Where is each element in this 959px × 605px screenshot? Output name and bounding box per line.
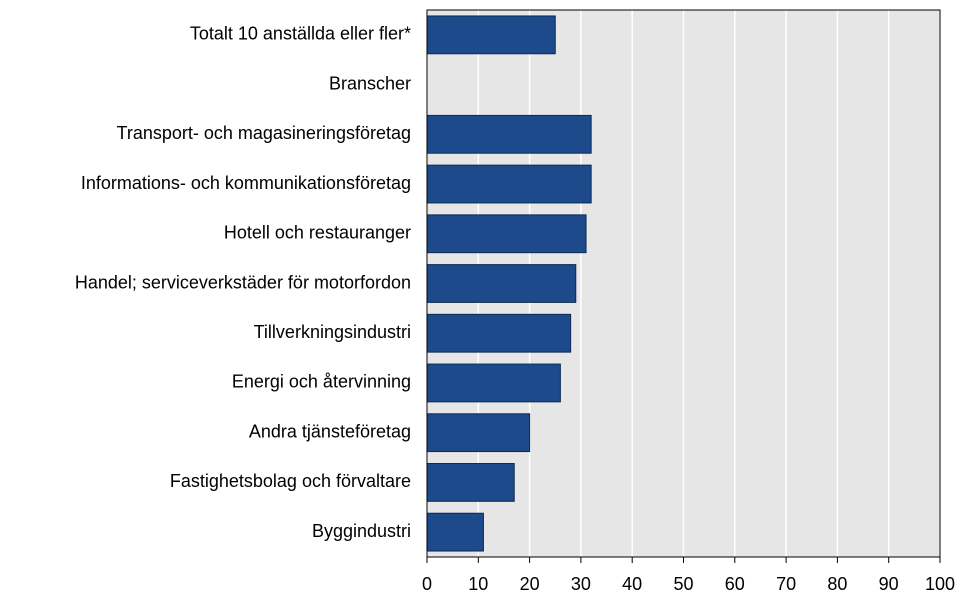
- bar: [426, 313, 572, 353]
- x-tick-label: 50: [673, 574, 693, 594]
- bar: [426, 413, 531, 453]
- x-tick-label: 70: [776, 574, 796, 594]
- bar: [426, 463, 515, 502]
- y-tick-label: Branscher: [329, 73, 411, 93]
- bar: [426, 512, 484, 552]
- y-tick-label: Energi och återvinning: [232, 372, 411, 392]
- y-tick-label: Tillverkningsindustri: [254, 322, 411, 342]
- y-tick-label: Transport- och magasineringsföretag: [117, 123, 411, 143]
- bar: [426, 214, 587, 254]
- y-tick-label: Andra tjänsteföretag: [249, 421, 411, 441]
- y-tick-label: Totalt 10 anställda eller fler*: [190, 24, 411, 44]
- x-tick-label: 40: [622, 574, 642, 594]
- y-tick-label: Hotell och restauranger: [224, 223, 411, 243]
- bar: [426, 164, 592, 204]
- x-tick-label: 80: [827, 574, 847, 594]
- labels: 0 10 20 30 40 50 60 70 80 90 100 Totalt 10 anställd…: [75, 24, 955, 594]
- x-tick-label: 10: [468, 574, 488, 594]
- x-tick-label: 0: [422, 574, 432, 594]
- y-tick-label: Informations- och kommunikationsföretag: [81, 173, 411, 193]
- x-tick-label: 100: [925, 574, 955, 594]
- y-tick-label: Fastighetsbolag och förvaltare: [170, 471, 411, 491]
- bars: [426, 15, 592, 552]
- bar: [426, 363, 561, 403]
- x-tick-label: 30: [571, 574, 591, 594]
- y-tick-label: Byggindustri: [312, 521, 411, 541]
- x-tick-label: 90: [879, 574, 899, 594]
- bar: [426, 264, 577, 303]
- bar: [426, 114, 592, 154]
- bar: [426, 15, 556, 55]
- y-tick-label: Handel; serviceverkstäder för motorfordo…: [75, 272, 411, 292]
- x-tick-label: 20: [520, 574, 540, 594]
- x-tick-label: 60: [725, 574, 745, 594]
